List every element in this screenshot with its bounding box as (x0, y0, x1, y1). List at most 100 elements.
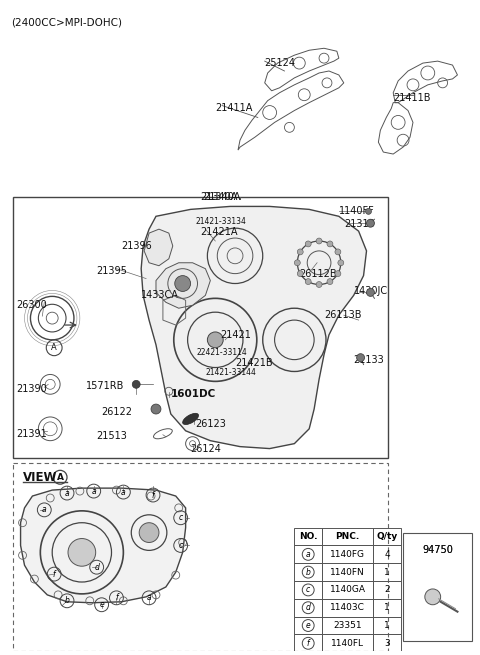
Text: 21396: 21396 (121, 241, 152, 251)
Text: a: a (306, 550, 311, 559)
Circle shape (357, 354, 364, 362)
Text: f: f (53, 570, 56, 578)
Text: 1: 1 (384, 568, 390, 576)
Text: 21421: 21421 (220, 330, 251, 340)
Text: 21313: 21313 (344, 219, 374, 229)
Text: NO.: NO. (299, 532, 317, 541)
Text: 1140FN: 1140FN (330, 568, 365, 576)
Text: (2400CC>MPI-DOHC): (2400CC>MPI-DOHC) (11, 18, 122, 28)
Text: VIEW: VIEW (23, 472, 57, 484)
Circle shape (305, 241, 311, 247)
Text: 21411B: 21411B (393, 93, 431, 103)
Text: b: b (65, 596, 70, 605)
Circle shape (338, 260, 344, 266)
Text: a: a (65, 489, 69, 498)
Bar (12, 463, 388, 651)
Text: b: b (306, 568, 311, 576)
Bar (92, 520, 102, 530)
Text: 1433CA: 1433CA (141, 290, 179, 301)
Bar (294, 616, 322, 635)
Text: f: f (307, 639, 310, 648)
Polygon shape (21, 488, 186, 603)
Bar (12, 196, 388, 458)
Text: 21421A: 21421A (201, 227, 238, 237)
Text: 1140GA: 1140GA (330, 586, 366, 595)
Bar (322, 546, 373, 563)
Circle shape (139, 523, 159, 542)
Text: a: a (147, 593, 151, 603)
Text: a: a (121, 487, 126, 496)
Bar (294, 581, 322, 599)
Circle shape (335, 249, 341, 255)
Text: A: A (51, 343, 57, 352)
Text: 94750: 94750 (422, 546, 453, 555)
Text: 26113B: 26113B (324, 310, 361, 320)
Text: 1140FG: 1140FG (330, 550, 365, 559)
Text: e: e (306, 621, 311, 630)
Text: 21340A: 21340A (204, 192, 241, 202)
Text: PNC.: PNC. (336, 532, 360, 541)
Bar (322, 563, 373, 581)
Bar (373, 528, 401, 546)
Text: 21513: 21513 (96, 431, 128, 441)
Circle shape (68, 538, 96, 566)
Bar (373, 563, 401, 581)
Text: 25124: 25124 (264, 58, 296, 68)
Text: 1571RB: 1571RB (86, 381, 124, 392)
Text: c: c (306, 586, 311, 595)
Text: 1140FF: 1140FF (339, 206, 374, 216)
Text: c: c (179, 514, 183, 522)
Text: A: A (57, 473, 64, 481)
Text: 26124: 26124 (191, 443, 221, 454)
Circle shape (316, 238, 322, 244)
Text: 21421-33144: 21421-33144 (205, 367, 256, 377)
Text: c: c (179, 541, 183, 550)
Circle shape (294, 260, 300, 266)
Text: 21133: 21133 (354, 354, 384, 365)
Bar (124, 538, 134, 548)
Bar (322, 581, 373, 599)
Bar (294, 635, 322, 652)
Bar (294, 546, 322, 563)
Text: 22421-33114: 22421-33114 (196, 348, 247, 357)
Text: a: a (91, 487, 96, 496)
Circle shape (175, 276, 191, 291)
Text: e: e (99, 600, 104, 609)
Text: f: f (152, 491, 155, 500)
Bar (294, 528, 322, 546)
Polygon shape (156, 263, 210, 309)
Circle shape (367, 219, 374, 227)
Text: 21411A: 21411A (216, 103, 252, 113)
Circle shape (297, 271, 303, 276)
Text: 26122: 26122 (102, 407, 132, 417)
Circle shape (366, 208, 372, 214)
Circle shape (367, 288, 374, 296)
Text: d: d (306, 603, 311, 612)
Text: 1: 1 (384, 621, 390, 630)
Polygon shape (141, 206, 367, 449)
Circle shape (327, 241, 333, 247)
Circle shape (327, 278, 333, 284)
Bar (373, 581, 401, 599)
Bar (322, 635, 373, 652)
Bar (322, 528, 373, 546)
Bar (322, 616, 373, 635)
Text: 23351: 23351 (334, 621, 362, 630)
Text: 1430JC: 1430JC (354, 286, 388, 297)
Text: 1: 1 (384, 603, 390, 612)
Text: 1601DC: 1601DC (171, 389, 216, 400)
Bar (294, 599, 322, 616)
Text: f: f (115, 593, 118, 603)
Text: 26123: 26123 (195, 419, 227, 429)
Circle shape (335, 271, 341, 276)
Text: 26300: 26300 (17, 301, 48, 310)
Text: 4: 4 (384, 550, 390, 559)
Text: 3: 3 (384, 639, 390, 648)
Text: 21395: 21395 (96, 266, 128, 276)
Circle shape (316, 282, 322, 288)
Text: 21391: 21391 (17, 429, 48, 439)
Text: 26112B: 26112B (300, 269, 337, 278)
Text: 1140FL: 1140FL (331, 639, 364, 648)
Bar (373, 599, 401, 616)
Bar (373, 635, 401, 652)
